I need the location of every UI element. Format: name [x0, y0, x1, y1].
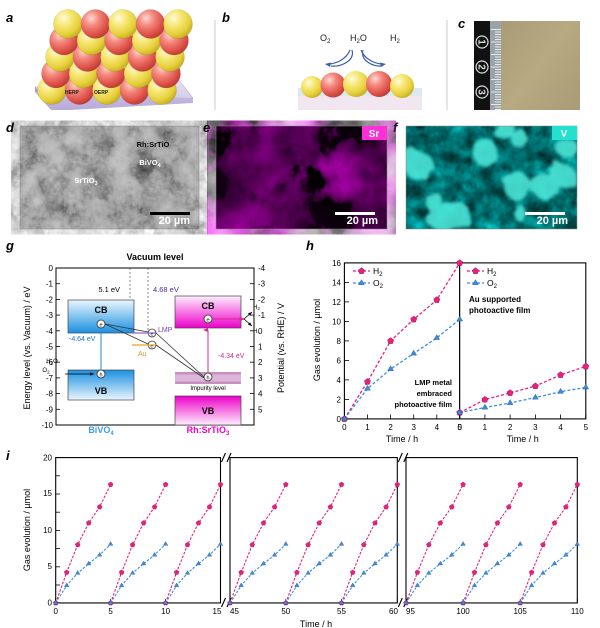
- svg-text:0: 0: [53, 607, 58, 616]
- svg-text:15: 15: [213, 607, 222, 616]
- svg-text:15: 15: [43, 489, 52, 498]
- svg-text:50: 50: [281, 607, 290, 616]
- svg-text:95: 95: [406, 607, 415, 616]
- svg-text:20: 20: [43, 454, 52, 463]
- svg-text:Gas evolution / µmol: Gas evolution / µmol: [22, 489, 32, 571]
- svg-text:Time / h: Time / h: [300, 619, 332, 628]
- svg-text:60: 60: [389, 607, 398, 616]
- svg-text:55: 55: [337, 607, 346, 616]
- svg-text:10: 10: [161, 607, 170, 616]
- svg-text:110: 110: [571, 607, 584, 616]
- svg-text:45: 45: [230, 607, 239, 616]
- svg-text:5: 5: [48, 562, 53, 571]
- svg-text:0: 0: [48, 599, 53, 608]
- svg-text:5: 5: [108, 607, 113, 616]
- svg-text:10: 10: [43, 526, 52, 535]
- svg-text:100: 100: [456, 607, 470, 616]
- svg-text:105: 105: [514, 607, 528, 616]
